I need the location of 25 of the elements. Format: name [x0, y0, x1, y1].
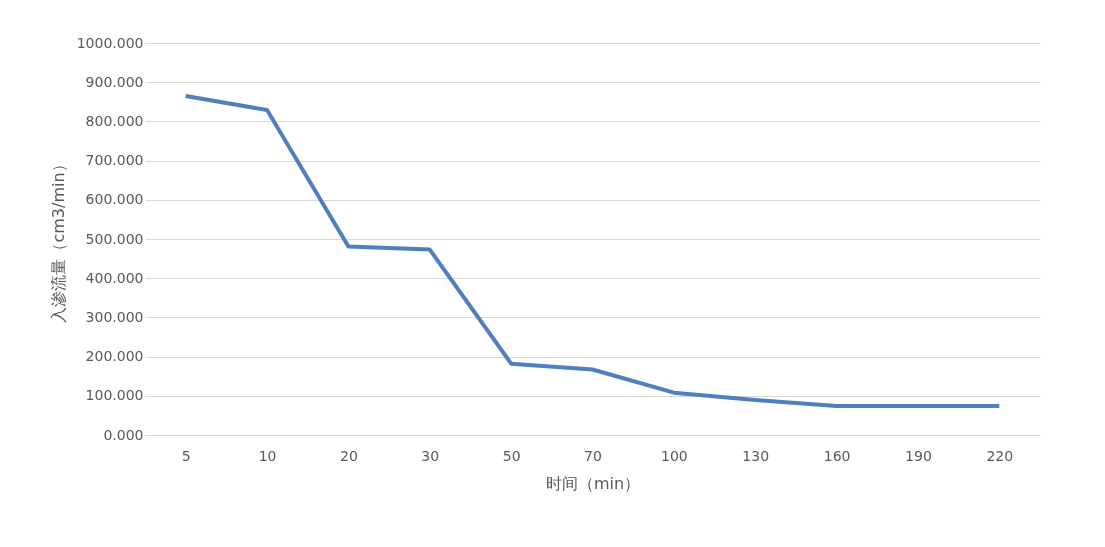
y-tick-label: 700.000: [85, 152, 144, 169]
y-tick-label: 100.000: [85, 387, 144, 404]
x-tick-label: 100: [661, 447, 688, 464]
x-tick-label: 30: [421, 447, 440, 464]
y-tick-label: 400.000: [85, 269, 144, 286]
x-axis-title: 时间（min）: [545, 473, 641, 493]
x-tick-label: 160: [823, 447, 851, 464]
x-tick-label: 5: [181, 447, 191, 464]
y-tick-label: 900.000: [85, 73, 144, 90]
x-tick-label: 220: [986, 447, 1014, 464]
x-tick-label: 10: [258, 447, 277, 464]
line-series: [183, 93, 1002, 408]
x-tick-label: 50: [502, 447, 521, 464]
y-tick-label: 800.000: [85, 112, 144, 129]
y-axis-title: 入渗流量（cm3/min）: [48, 156, 68, 323]
x-tick-label: 70: [584, 447, 602, 464]
x-tick-label: 130: [742, 447, 770, 464]
y-tick-label: 500.000: [85, 230, 144, 247]
x-tick-label: 20: [340, 447, 358, 464]
y-tick-label: 0.000: [103, 426, 144, 443]
y-tick-label: 300.000: [85, 308, 144, 325]
x-tick-label: 190: [905, 447, 932, 464]
y-tick-label: 1000.000: [76, 34, 144, 51]
y-tick-label: 200.000: [85, 348, 144, 365]
y-tick-label: 600.000: [85, 191, 144, 208]
